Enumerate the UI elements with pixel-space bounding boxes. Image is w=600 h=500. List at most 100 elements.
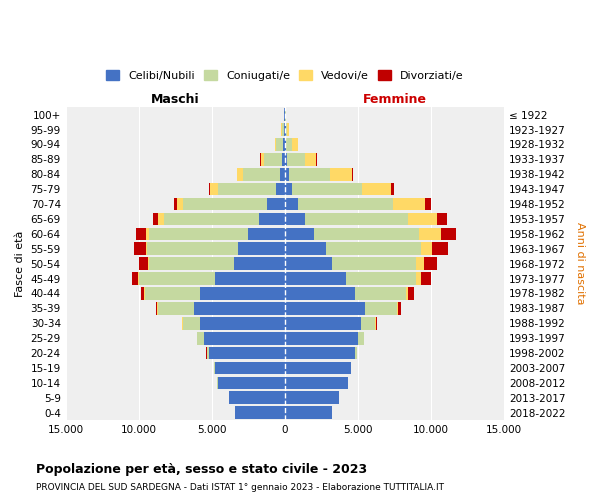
Bar — [286, 123, 287, 136]
Bar — [210, 183, 218, 196]
Bar — [285, 212, 305, 226]
Bar — [146, 242, 148, 255]
Bar — [424, 258, 437, 270]
Bar — [285, 302, 365, 314]
Bar — [148, 242, 238, 255]
Bar — [285, 258, 332, 270]
Bar — [152, 212, 158, 226]
Bar — [158, 302, 194, 314]
Bar — [408, 287, 414, 300]
Bar — [209, 346, 285, 360]
Bar — [326, 242, 421, 255]
Bar — [197, 332, 205, 344]
Bar — [200, 317, 285, 330]
Bar — [206, 346, 209, 360]
Bar — [352, 168, 353, 180]
Bar — [421, 272, 431, 285]
Bar — [139, 258, 148, 270]
Bar — [358, 332, 364, 344]
Bar — [406, 287, 408, 300]
Bar — [285, 346, 355, 360]
Text: PROVINCIA DEL SUD SARDEGNA - Dati ISTAT 1° gennaio 2023 - Elaborazione TUTTITALI: PROVINCIA DEL SUD SARDEGNA - Dati ISTAT … — [36, 482, 444, 492]
Bar — [285, 153, 287, 166]
Bar — [286, 138, 292, 151]
Bar — [332, 258, 416, 270]
Bar — [287, 153, 305, 166]
Bar — [437, 212, 447, 226]
Text: Femmine: Femmine — [362, 94, 427, 106]
Bar — [267, 198, 285, 210]
Bar — [275, 138, 277, 151]
Bar — [391, 183, 394, 196]
Bar — [146, 228, 149, 240]
Bar — [376, 317, 377, 330]
Bar — [282, 153, 285, 166]
Bar — [139, 272, 215, 285]
Bar — [289, 168, 330, 180]
Bar — [407, 212, 437, 226]
Bar — [164, 212, 259, 226]
Bar — [138, 272, 139, 285]
Bar — [305, 153, 316, 166]
Bar — [292, 183, 362, 196]
Bar — [145, 287, 200, 300]
Bar — [285, 287, 355, 300]
Bar — [433, 242, 448, 255]
Bar — [280, 168, 285, 180]
Bar — [194, 302, 285, 314]
Bar — [233, 258, 285, 270]
Bar — [229, 392, 285, 404]
Bar — [421, 242, 433, 255]
Bar — [132, 272, 138, 285]
Bar — [285, 138, 286, 151]
Bar — [416, 258, 424, 270]
Bar — [236, 168, 238, 180]
Bar — [235, 406, 285, 419]
Bar — [419, 228, 441, 240]
Bar — [215, 362, 285, 374]
Bar — [284, 123, 285, 136]
Bar — [285, 183, 292, 196]
Y-axis label: Fasce di età: Fasce di età — [15, 230, 25, 297]
Bar — [287, 123, 289, 136]
Bar — [285, 332, 358, 344]
Text: Maschi: Maschi — [151, 94, 200, 106]
Bar — [276, 183, 285, 196]
Bar — [282, 123, 284, 136]
Bar — [285, 406, 332, 419]
Bar — [355, 287, 406, 300]
Bar — [148, 258, 149, 270]
Bar — [425, 198, 431, 210]
Bar — [149, 228, 248, 240]
Bar — [330, 168, 352, 180]
Bar — [285, 198, 298, 210]
Bar — [182, 317, 200, 330]
Bar — [209, 183, 210, 196]
Bar — [285, 228, 314, 240]
Bar — [214, 362, 215, 374]
Bar — [259, 212, 285, 226]
Bar — [398, 302, 401, 314]
Legend: Celibi/Nubili, Coniugati/e, Vedovi/e, Divorziati/e: Celibi/Nubili, Coniugati/e, Vedovi/e, Di… — [101, 66, 468, 86]
Bar — [134, 242, 146, 255]
Bar — [285, 376, 347, 389]
Bar — [416, 272, 421, 285]
Text: Popolazione per età, sesso e stato civile - 2023: Popolazione per età, sesso e stato civil… — [36, 462, 367, 475]
Bar — [218, 376, 285, 389]
Bar — [238, 242, 285, 255]
Bar — [205, 332, 285, 344]
Bar — [365, 302, 397, 314]
Y-axis label: Anni di nascita: Anni di nascita — [575, 222, 585, 305]
Bar — [298, 198, 393, 210]
Bar — [362, 183, 391, 196]
Bar — [283, 138, 285, 151]
Bar — [261, 153, 265, 166]
Bar — [355, 346, 356, 360]
Bar — [305, 212, 407, 226]
Bar — [285, 123, 286, 136]
Bar — [238, 168, 243, 180]
Bar — [182, 198, 267, 210]
Bar — [314, 228, 419, 240]
Bar — [265, 153, 282, 166]
Bar — [393, 198, 425, 210]
